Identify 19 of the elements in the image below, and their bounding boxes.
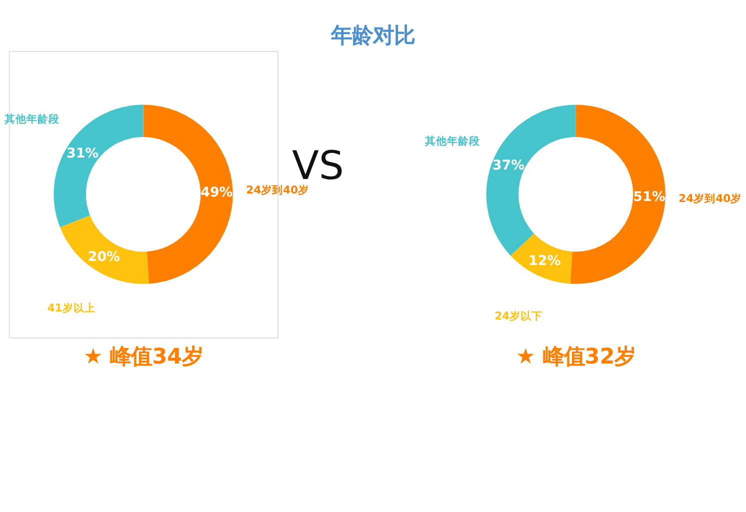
donut-slice: [143, 104, 233, 284]
data-label: 49%: [200, 185, 234, 200]
text: ★ 峰值32岁: [516, 344, 636, 370]
data-label: 20%: [88, 250, 121, 265]
slice-label: 其他年龄段: [4, 112, 61, 126]
donut-slice: [510, 234, 572, 284]
donut-slice: [60, 215, 149, 284]
slice-label: 其他年龄段: [424, 134, 482, 148]
donut-slice: [570, 104, 666, 284]
slice-label: 24岁到40岁: [678, 192, 742, 206]
donut-slice: [486, 104, 576, 256]
data-label: 31%: [66, 146, 100, 162]
data-label: 12%: [528, 254, 562, 270]
slice-label: 24岁以下: [494, 309, 543, 322]
data-label: 37%: [492, 158, 526, 174]
text: ★ 峰值34岁: [83, 344, 204, 370]
slice-label: 41岁以上: [47, 301, 96, 314]
data-label: 51%: [633, 190, 666, 206]
text: 年龄对比: [330, 24, 416, 49]
